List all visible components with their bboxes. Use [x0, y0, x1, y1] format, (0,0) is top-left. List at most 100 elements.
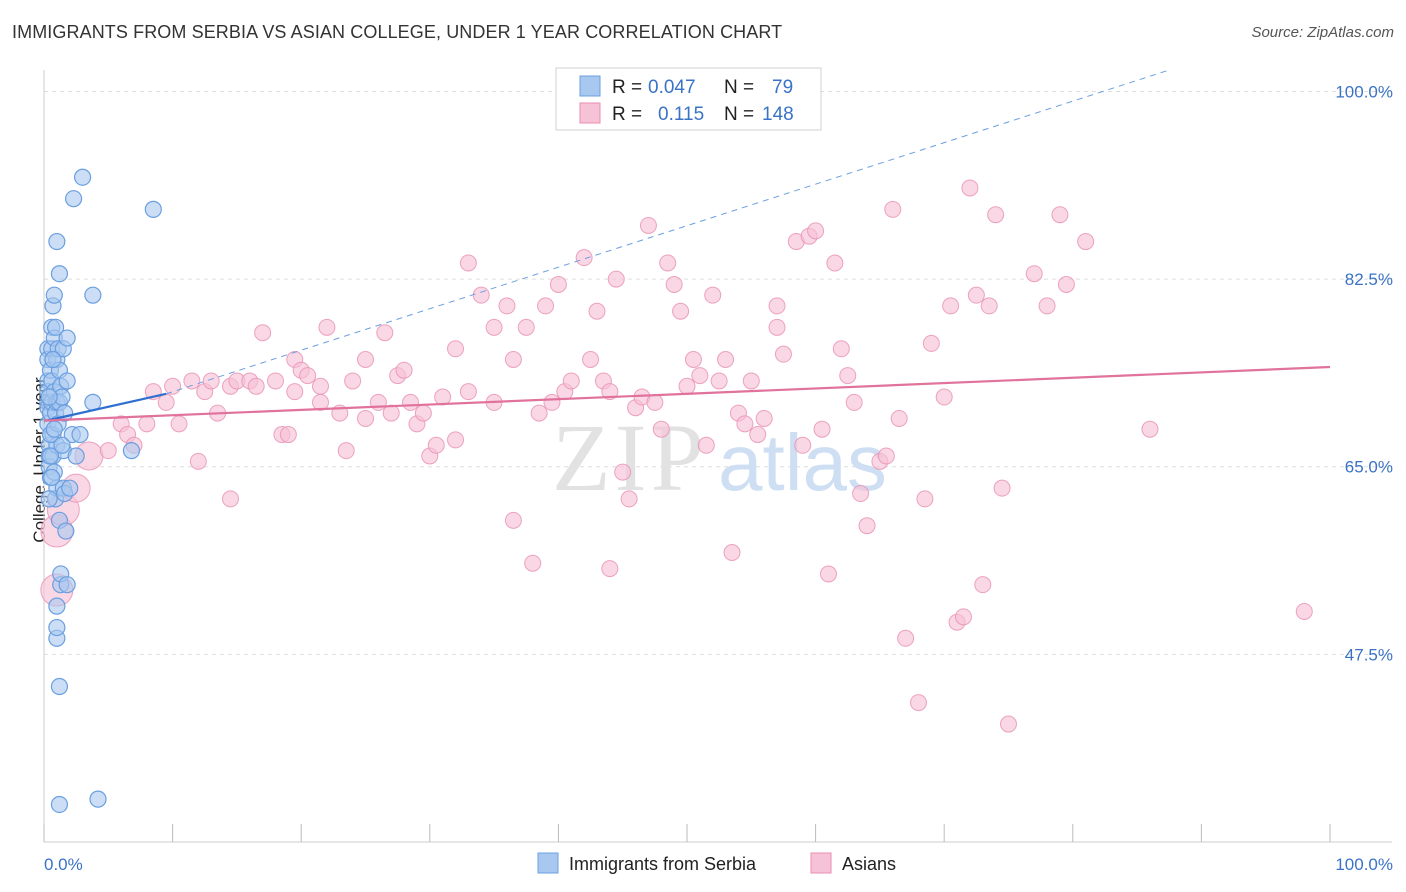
point-asians-38 — [357, 409, 374, 427]
point-asians-76 — [614, 463, 632, 481]
y-tick-label-1: 82.5% — [1345, 270, 1393, 289]
point-serbia-56 — [84, 286, 102, 304]
legend-r-label-1: R = — [612, 77, 642, 98]
legend-swatch-asians — [579, 102, 601, 124]
point-asians-88 — [691, 367, 709, 385]
point-asians-83 — [659, 254, 677, 272]
point-asians-84 — [665, 275, 683, 293]
point-asians-23 — [247, 377, 265, 395]
point-asians-20 — [221, 490, 239, 508]
x-tick-labels: 0.0% 100.0% — [44, 855, 1393, 874]
point-serbia-71 — [40, 388, 58, 406]
point-asians-126 — [961, 179, 979, 197]
point-asians-82 — [652, 420, 670, 438]
point-asians-73 — [601, 560, 619, 578]
legend-n-value-2: 148 — [762, 104, 794, 125]
point-asians-55 — [472, 286, 490, 304]
point-asians-91 — [710, 372, 728, 390]
point-asians-135 — [1051, 206, 1069, 224]
point-serbia-50 — [58, 576, 76, 594]
point-serbia-73 — [41, 447, 60, 465]
y-tick-labels: 100.0% 82.5% 65.0% 47.5% — [1335, 82, 1393, 664]
point-serbia-59 — [122, 442, 141, 460]
point-serbia-47 — [57, 522, 75, 540]
point-serbia-58 — [144, 200, 162, 218]
point-asians-115 — [877, 447, 895, 465]
point-serbia-66 — [46, 318, 65, 336]
point-asians-37 — [344, 372, 362, 390]
trend-lines — [43, 69, 1331, 422]
point-asians-63 — [530, 404, 548, 422]
point-asians-36 — [337, 442, 355, 460]
chart-title: IMMIGRANTS FROM SERBIA VS ASIAN COLLEGE,… — [12, 22, 783, 42]
point-asians-118 — [897, 629, 915, 647]
point-serbia-33 — [48, 618, 66, 637]
point-asians-129 — [980, 297, 998, 315]
point-asians-58 — [498, 297, 516, 315]
point-asians-86 — [678, 377, 696, 395]
point-serbia-60 — [50, 677, 69, 696]
point-serbia-69 — [53, 436, 71, 454]
point-asians-100 — [768, 318, 786, 336]
point-asians-113 — [858, 517, 876, 535]
point-asians-52 — [447, 431, 465, 449]
point-serbia-20 — [45, 286, 63, 304]
point-asians-93 — [723, 544, 741, 561]
point-asians-66 — [549, 275, 567, 293]
point-asians-139 — [1295, 602, 1313, 620]
legend-swatch-serbia — [579, 75, 601, 97]
y-tick-label-2: 65.0% — [1345, 458, 1393, 477]
point-asians-61 — [517, 318, 535, 336]
point-asians-24 — [254, 324, 272, 342]
point-serbia-54 — [73, 168, 92, 186]
point-asians-120 — [916, 490, 934, 508]
point-asians-75 — [607, 270, 625, 288]
point-asians-27 — [279, 426, 297, 444]
point-serbia-31 — [48, 597, 66, 615]
point-asians-69 — [575, 249, 593, 267]
point-asians-64 — [537, 297, 555, 315]
point-asians-39 — [357, 351, 374, 368]
bottom-legend-label-asians: Asians — [842, 854, 896, 874]
point-asians-107 — [819, 565, 837, 583]
point-asians-119 — [909, 694, 927, 712]
legend-r-value-2: 0.115 — [658, 104, 704, 125]
point-asians-122 — [935, 388, 953, 406]
legend-n-label-2: N = — [724, 104, 754, 125]
point-asians-92 — [717, 351, 735, 368]
point-asians-111 — [845, 393, 863, 411]
legend: R = 0.047 N = 79 R = 0.115 N = 148 — [555, 67, 822, 131]
point-asians-137 — [1077, 233, 1095, 251]
point-asians-13 — [170, 415, 188, 433]
x-tick-label-1: 100.0% — [1335, 855, 1393, 874]
point-asians-138 — [1141, 420, 1159, 438]
point-asians-5 — [99, 442, 117, 460]
point-asians-49 — [427, 436, 445, 454]
point-asians-136 — [1057, 275, 1075, 293]
point-asians-80 — [639, 216, 657, 234]
point-asians-121 — [922, 334, 940, 352]
point-serbia-48 — [58, 329, 76, 347]
point-serbia-57 — [64, 190, 83, 208]
point-asians-130 — [987, 206, 1005, 224]
point-asians-70 — [582, 351, 600, 368]
legend-r-label-2: R = — [612, 104, 642, 125]
point-asians-28 — [286, 383, 304, 401]
point-asians-90 — [704, 286, 722, 304]
point-asians-77 — [620, 490, 638, 508]
point-asians-89 — [697, 436, 715, 454]
legend-r-value-1: 0.047 — [648, 77, 696, 98]
trend-line-asians — [43, 365, 1331, 422]
point-asians-133 — [1025, 265, 1043, 283]
watermark: ZIP atlas — [552, 404, 887, 511]
point-asians-85 — [672, 302, 690, 320]
legend-n-label-1: N = — [724, 77, 754, 98]
y-tick-label-3: 47.5% — [1345, 645, 1393, 664]
point-asians-17 — [202, 372, 220, 390]
bottom-legend-label-serbia: Immigrants from Serbia — [569, 854, 757, 874]
point-asians-33 — [311, 377, 329, 395]
point-asians-12 — [164, 377, 182, 395]
point-serbia-26 — [48, 232, 66, 251]
point-asians-25 — [266, 372, 284, 390]
point-asians-44 — [395, 361, 413, 379]
